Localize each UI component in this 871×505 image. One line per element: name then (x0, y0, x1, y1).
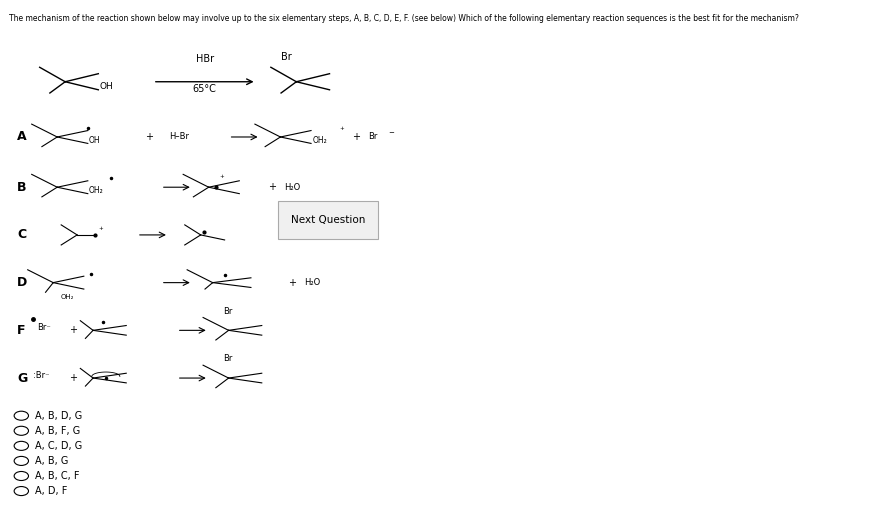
Text: +: + (69, 325, 78, 335)
Text: Br: Br (224, 307, 233, 316)
Text: +: + (145, 132, 153, 142)
Text: B: B (17, 181, 27, 194)
Text: +: + (339, 126, 344, 131)
Text: H–Br: H–Br (169, 132, 189, 141)
Text: Br: Br (280, 53, 292, 63)
Text: A, B, F, G: A, B, F, G (35, 426, 80, 436)
Text: A, B, C, F: A, B, C, F (35, 471, 79, 481)
Text: HBr: HBr (196, 54, 213, 64)
Text: Br⁻: Br⁻ (37, 323, 51, 332)
Text: D: D (17, 276, 28, 289)
FancyBboxPatch shape (279, 201, 378, 239)
Text: OH: OH (89, 136, 101, 145)
Text: H₂O: H₂O (304, 278, 321, 287)
Text: A, B, D, G: A, B, D, G (35, 411, 82, 421)
Text: OH₂: OH₂ (89, 186, 104, 195)
Text: F: F (17, 324, 26, 337)
Text: +: + (268, 182, 276, 192)
Text: Next Question: Next Question (291, 215, 366, 225)
Text: The mechanism of the reaction shown below may involve up to the six elementary s: The mechanism of the reaction shown belo… (10, 14, 800, 23)
Text: OH₂: OH₂ (61, 294, 74, 300)
Text: C: C (17, 228, 26, 241)
Text: +: + (219, 174, 224, 179)
Text: +: + (69, 373, 78, 383)
Text: Br: Br (224, 355, 233, 363)
Text: A, C, D, G: A, C, D, G (35, 441, 82, 451)
Text: OH₂: OH₂ (313, 136, 327, 145)
Text: H₂O: H₂O (285, 183, 300, 192)
Text: OH: OH (99, 82, 113, 91)
Text: +: + (352, 132, 361, 142)
Text: A: A (17, 130, 27, 143)
Text: G: G (17, 372, 28, 384)
Text: +: + (288, 278, 296, 288)
Text: Br: Br (368, 132, 377, 141)
Text: A, D, F: A, D, F (35, 486, 67, 496)
Text: :Br⁻: :Br⁻ (33, 371, 50, 380)
Text: 65°C: 65°C (192, 84, 217, 94)
Text: −: − (388, 130, 394, 136)
Text: A, B, G: A, B, G (35, 456, 68, 466)
Text: +: + (98, 226, 104, 231)
